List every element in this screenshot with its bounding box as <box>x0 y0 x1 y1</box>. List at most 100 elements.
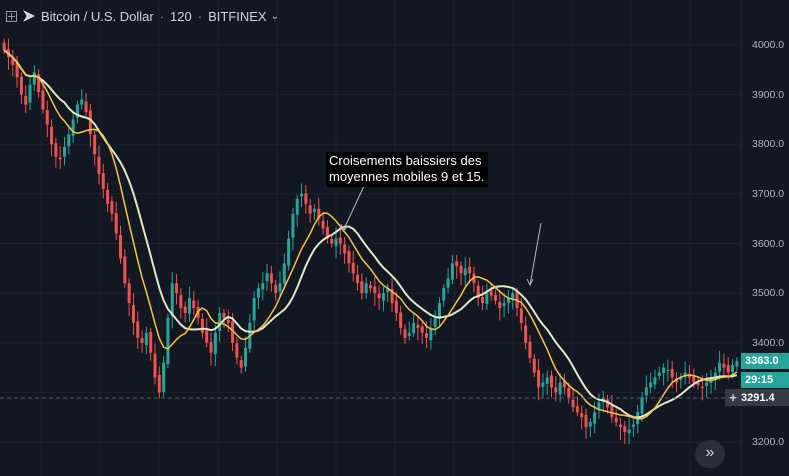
candle-up <box>627 429 631 434</box>
symbol-header[interactable]: Bitcoin / U.S. Dollar · 120 · BITFINEX ⌄ <box>6 7 279 25</box>
annotation-arrowhead-2 <box>526 278 534 287</box>
candlestick-series <box>2 38 739 444</box>
candle-down <box>317 208 321 219</box>
plus-square-icon[interactable] <box>6 10 17 22</box>
candle-up <box>705 382 709 386</box>
candle-down <box>584 414 588 428</box>
candle-down <box>192 300 196 309</box>
candle-up <box>386 288 390 293</box>
candle-up <box>62 146 67 157</box>
candle-down <box>532 358 536 373</box>
candle-up <box>541 382 545 387</box>
candle-up <box>653 377 657 385</box>
candle-down <box>528 341 532 358</box>
candle-up <box>662 367 666 374</box>
candle-down <box>425 333 429 338</box>
candle-down <box>106 189 110 204</box>
chart-annotation[interactable]: Croisements baissiers des moyennes mobil… <box>326 152 489 187</box>
candle-down <box>390 289 394 304</box>
candle-down <box>222 312 226 318</box>
candle-down <box>580 413 584 418</box>
candle-down <box>567 387 571 398</box>
candle-down <box>41 90 45 110</box>
price-label-3700: 3700.0 <box>752 188 785 200</box>
chevron-down-icon[interactable]: ⌄ <box>270 10 279 22</box>
candle-up <box>71 119 75 136</box>
candle-down <box>15 62 19 78</box>
candle-down <box>623 426 627 433</box>
candle-down <box>205 330 209 343</box>
candle-down <box>550 375 554 388</box>
price-label-3400: 3400.0 <box>752 337 785 349</box>
candle-down <box>200 318 204 333</box>
exchange-label[interactable]: BITFINEX <box>208 8 267 24</box>
candle-down <box>45 110 49 125</box>
candle-down <box>131 305 135 323</box>
candle-down <box>2 42 6 50</box>
candle-down <box>524 325 528 343</box>
candle-up <box>718 362 722 372</box>
price-label-3200: 3200.0 <box>752 436 785 448</box>
candle-up <box>67 134 71 147</box>
double-chevron-right-icon[interactable]: » <box>695 440 725 468</box>
candle-up <box>649 382 653 388</box>
candle-up <box>265 273 269 282</box>
price-label-3800: 3800.0 <box>752 138 785 150</box>
candle-down <box>537 370 541 388</box>
candle-up <box>446 278 450 288</box>
candle-down <box>674 378 679 383</box>
symbol-name[interactable]: Bitcoin / U.S. Dollar <box>41 8 154 24</box>
candle-up <box>437 303 441 319</box>
price-label-3600: 3600.0 <box>752 238 785 250</box>
candle-down <box>347 250 351 264</box>
candle-up <box>640 397 644 414</box>
candle-down <box>562 380 566 388</box>
cursor-price-badge[interactable]: + 3291.4 <box>725 389 789 406</box>
candle-down <box>692 375 696 383</box>
candle-down <box>93 134 97 155</box>
candle-down <box>274 285 278 294</box>
candle-up <box>162 362 166 392</box>
candle-up <box>213 332 217 355</box>
candle-down <box>399 312 403 328</box>
candle-up <box>295 198 299 215</box>
candle-down <box>235 343 239 358</box>
candle-down <box>472 273 476 284</box>
candle-up <box>412 322 416 333</box>
candle-down <box>149 331 153 353</box>
candle-up <box>731 365 735 373</box>
candle-down <box>722 363 726 368</box>
candle-down <box>110 201 114 214</box>
candle-down <box>157 375 161 393</box>
candle-down <box>183 306 187 313</box>
candle-down <box>416 324 420 328</box>
crosshair-icon[interactable]: + <box>729 390 737 405</box>
candle-down <box>226 319 230 323</box>
candle-up <box>433 317 437 327</box>
candle-up <box>683 372 687 377</box>
candle-down <box>101 173 105 189</box>
candle-down <box>394 300 398 313</box>
candle-down <box>308 205 312 214</box>
annotation-arrow-2 <box>529 222 542 286</box>
candle-down <box>321 220 325 229</box>
candle-up <box>80 99 84 105</box>
cursor-price-value: 3291.4 <box>741 391 775 404</box>
candle-down <box>700 386 704 388</box>
candle-up <box>291 213 295 238</box>
candle-down <box>54 143 58 157</box>
candle-down <box>468 266 472 274</box>
candle-up <box>502 303 506 307</box>
candle-down <box>304 193 308 204</box>
candle-up <box>463 268 467 276</box>
candle-down <box>50 126 54 145</box>
candle-up <box>244 347 248 367</box>
candle-up <box>588 422 592 427</box>
candle-down <box>493 295 497 301</box>
interval-label[interactable]: 120 <box>170 8 192 24</box>
candle-up <box>735 361 739 367</box>
candle-up <box>485 293 489 305</box>
candle-up <box>429 327 433 341</box>
candle-down <box>231 321 235 343</box>
